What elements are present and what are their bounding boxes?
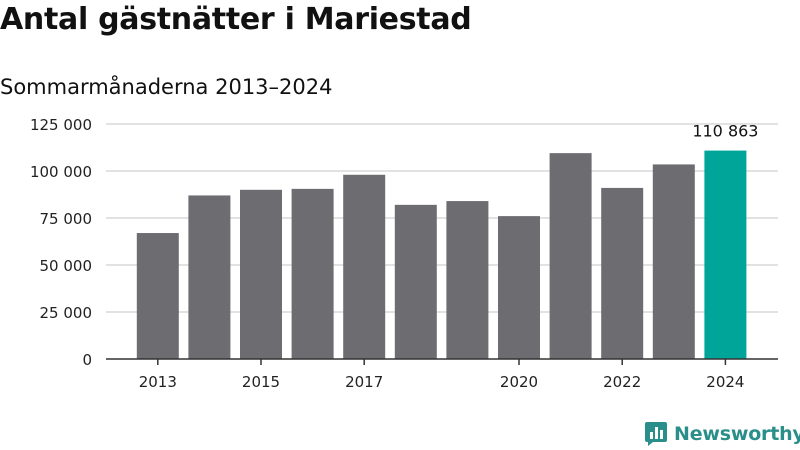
- bars: [136, 150, 747, 359]
- x-tick-label: 2020: [500, 373, 538, 391]
- data-label: 110 863: [692, 122, 758, 141]
- y-axis-labels: 0 25 000 50 000 75 000 100 000 125 000: [30, 116, 92, 369]
- bar-2014: [188, 195, 231, 359]
- data-labels: 110 863: [692, 122, 758, 141]
- chart-subtitle: Sommarmånaderna 2013–2024: [0, 75, 333, 99]
- bar-2023: [652, 164, 695, 359]
- bar-2013: [136, 233, 179, 359]
- newsworthy-logo: Newsworthy: [644, 420, 800, 448]
- bar-2019: [446, 201, 489, 359]
- bar-2018: [394, 204, 437, 359]
- newsworthy-logo-icon: [645, 422, 667, 446]
- y-tick-label: 125 000: [30, 116, 92, 134]
- bar-2022: [601, 187, 644, 359]
- y-tick-label: 75 000: [40, 210, 93, 228]
- y-tick-label: 25 000: [40, 304, 93, 322]
- bar-2024: [704, 150, 747, 359]
- x-tick-label: 2015: [242, 373, 280, 391]
- x-tick-label: 2013: [139, 373, 177, 391]
- chart-title: Antal gästnätter i Mariestad: [0, 2, 472, 37]
- x-tick-label: 2022: [603, 373, 641, 391]
- x-tick-label: 2024: [706, 373, 744, 391]
- x-tick-label: 2017: [345, 373, 383, 391]
- bar-2015: [240, 189, 282, 359]
- y-tick-label: 50 000: [40, 257, 93, 275]
- bar-2017: [343, 174, 386, 359]
- brand-name: Newsworthy: [674, 423, 800, 445]
- bar-2021: [549, 153, 592, 359]
- y-tick-label: 0: [82, 351, 92, 369]
- bar-2016: [291, 188, 334, 359]
- bar-2020: [498, 216, 540, 359]
- x-axis: 2013 2015 2017 2020 2022 2024: [106, 358, 778, 391]
- y-tick-label: 100 000: [30, 163, 92, 181]
